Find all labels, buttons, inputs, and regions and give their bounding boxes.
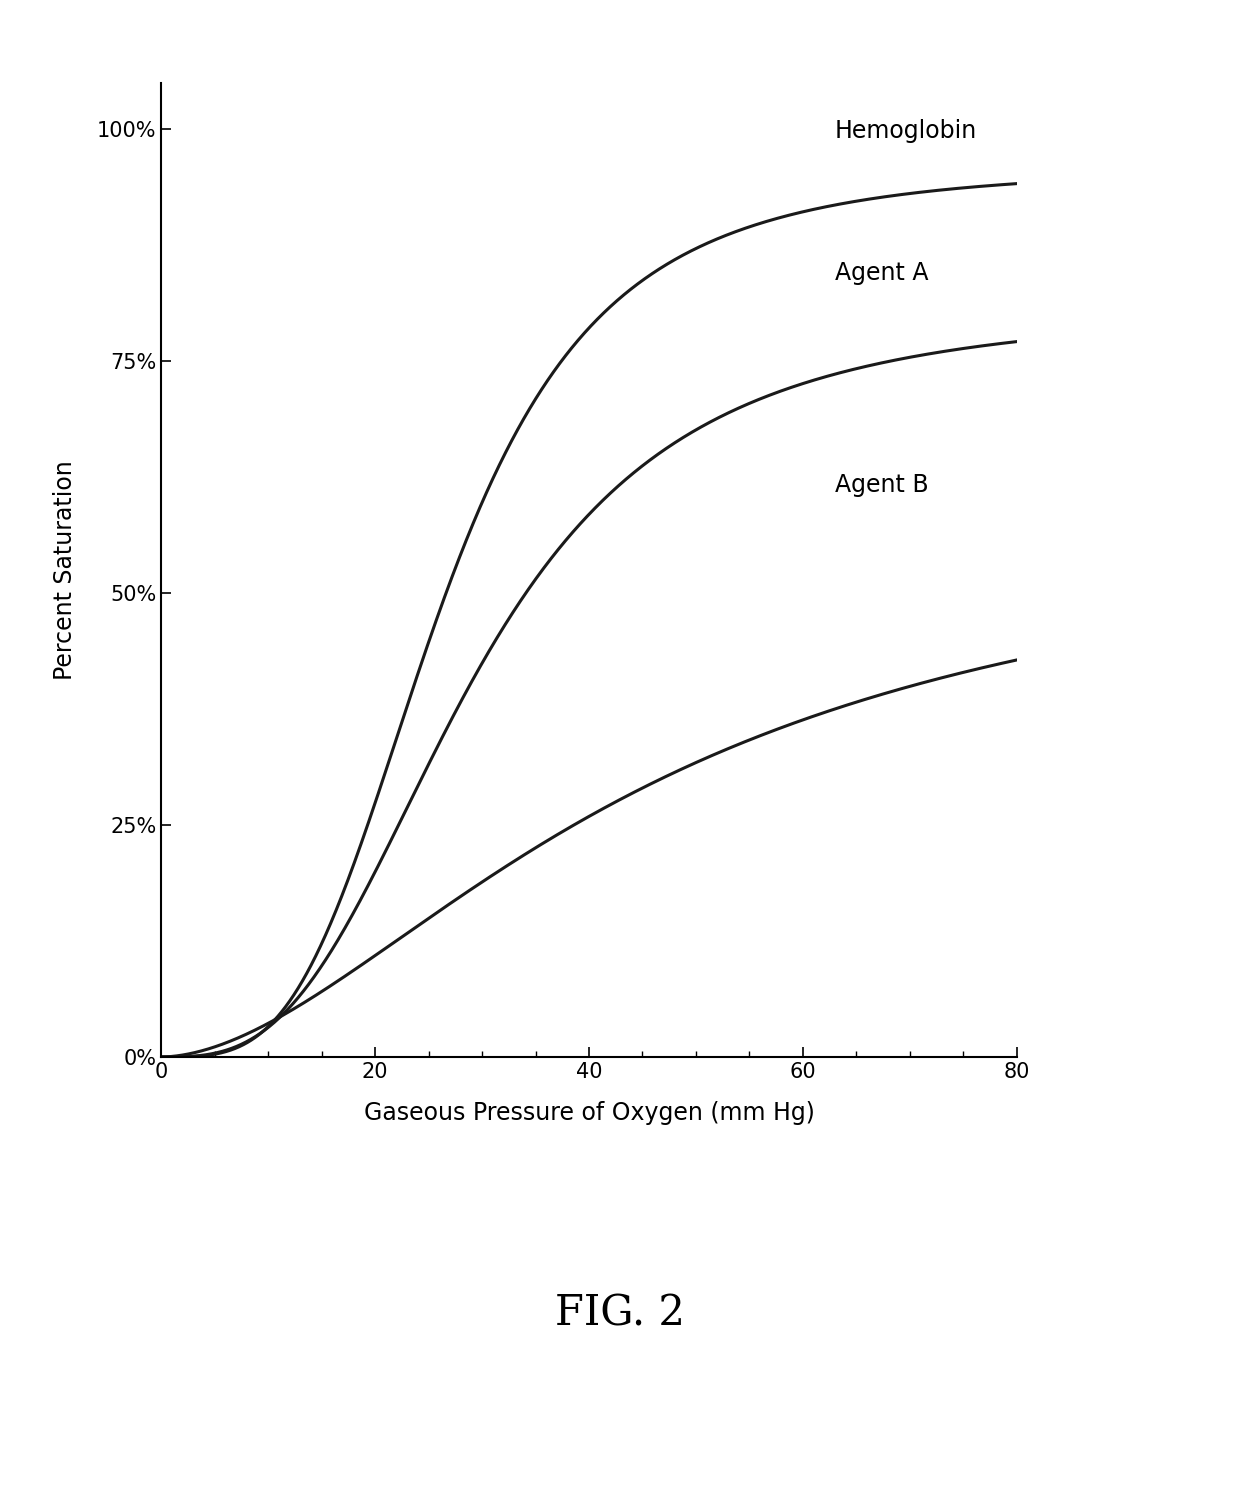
Text: FIG. 2: FIG. 2	[556, 1293, 684, 1335]
X-axis label: Gaseous Pressure of Oxygen (mm Hg): Gaseous Pressure of Oxygen (mm Hg)	[363, 1101, 815, 1125]
Text: Agent A: Agent A	[835, 261, 929, 285]
Y-axis label: Percent Saturation: Percent Saturation	[53, 461, 77, 680]
Text: Hemoglobin: Hemoglobin	[835, 119, 977, 143]
Text: Agent B: Agent B	[835, 473, 929, 497]
